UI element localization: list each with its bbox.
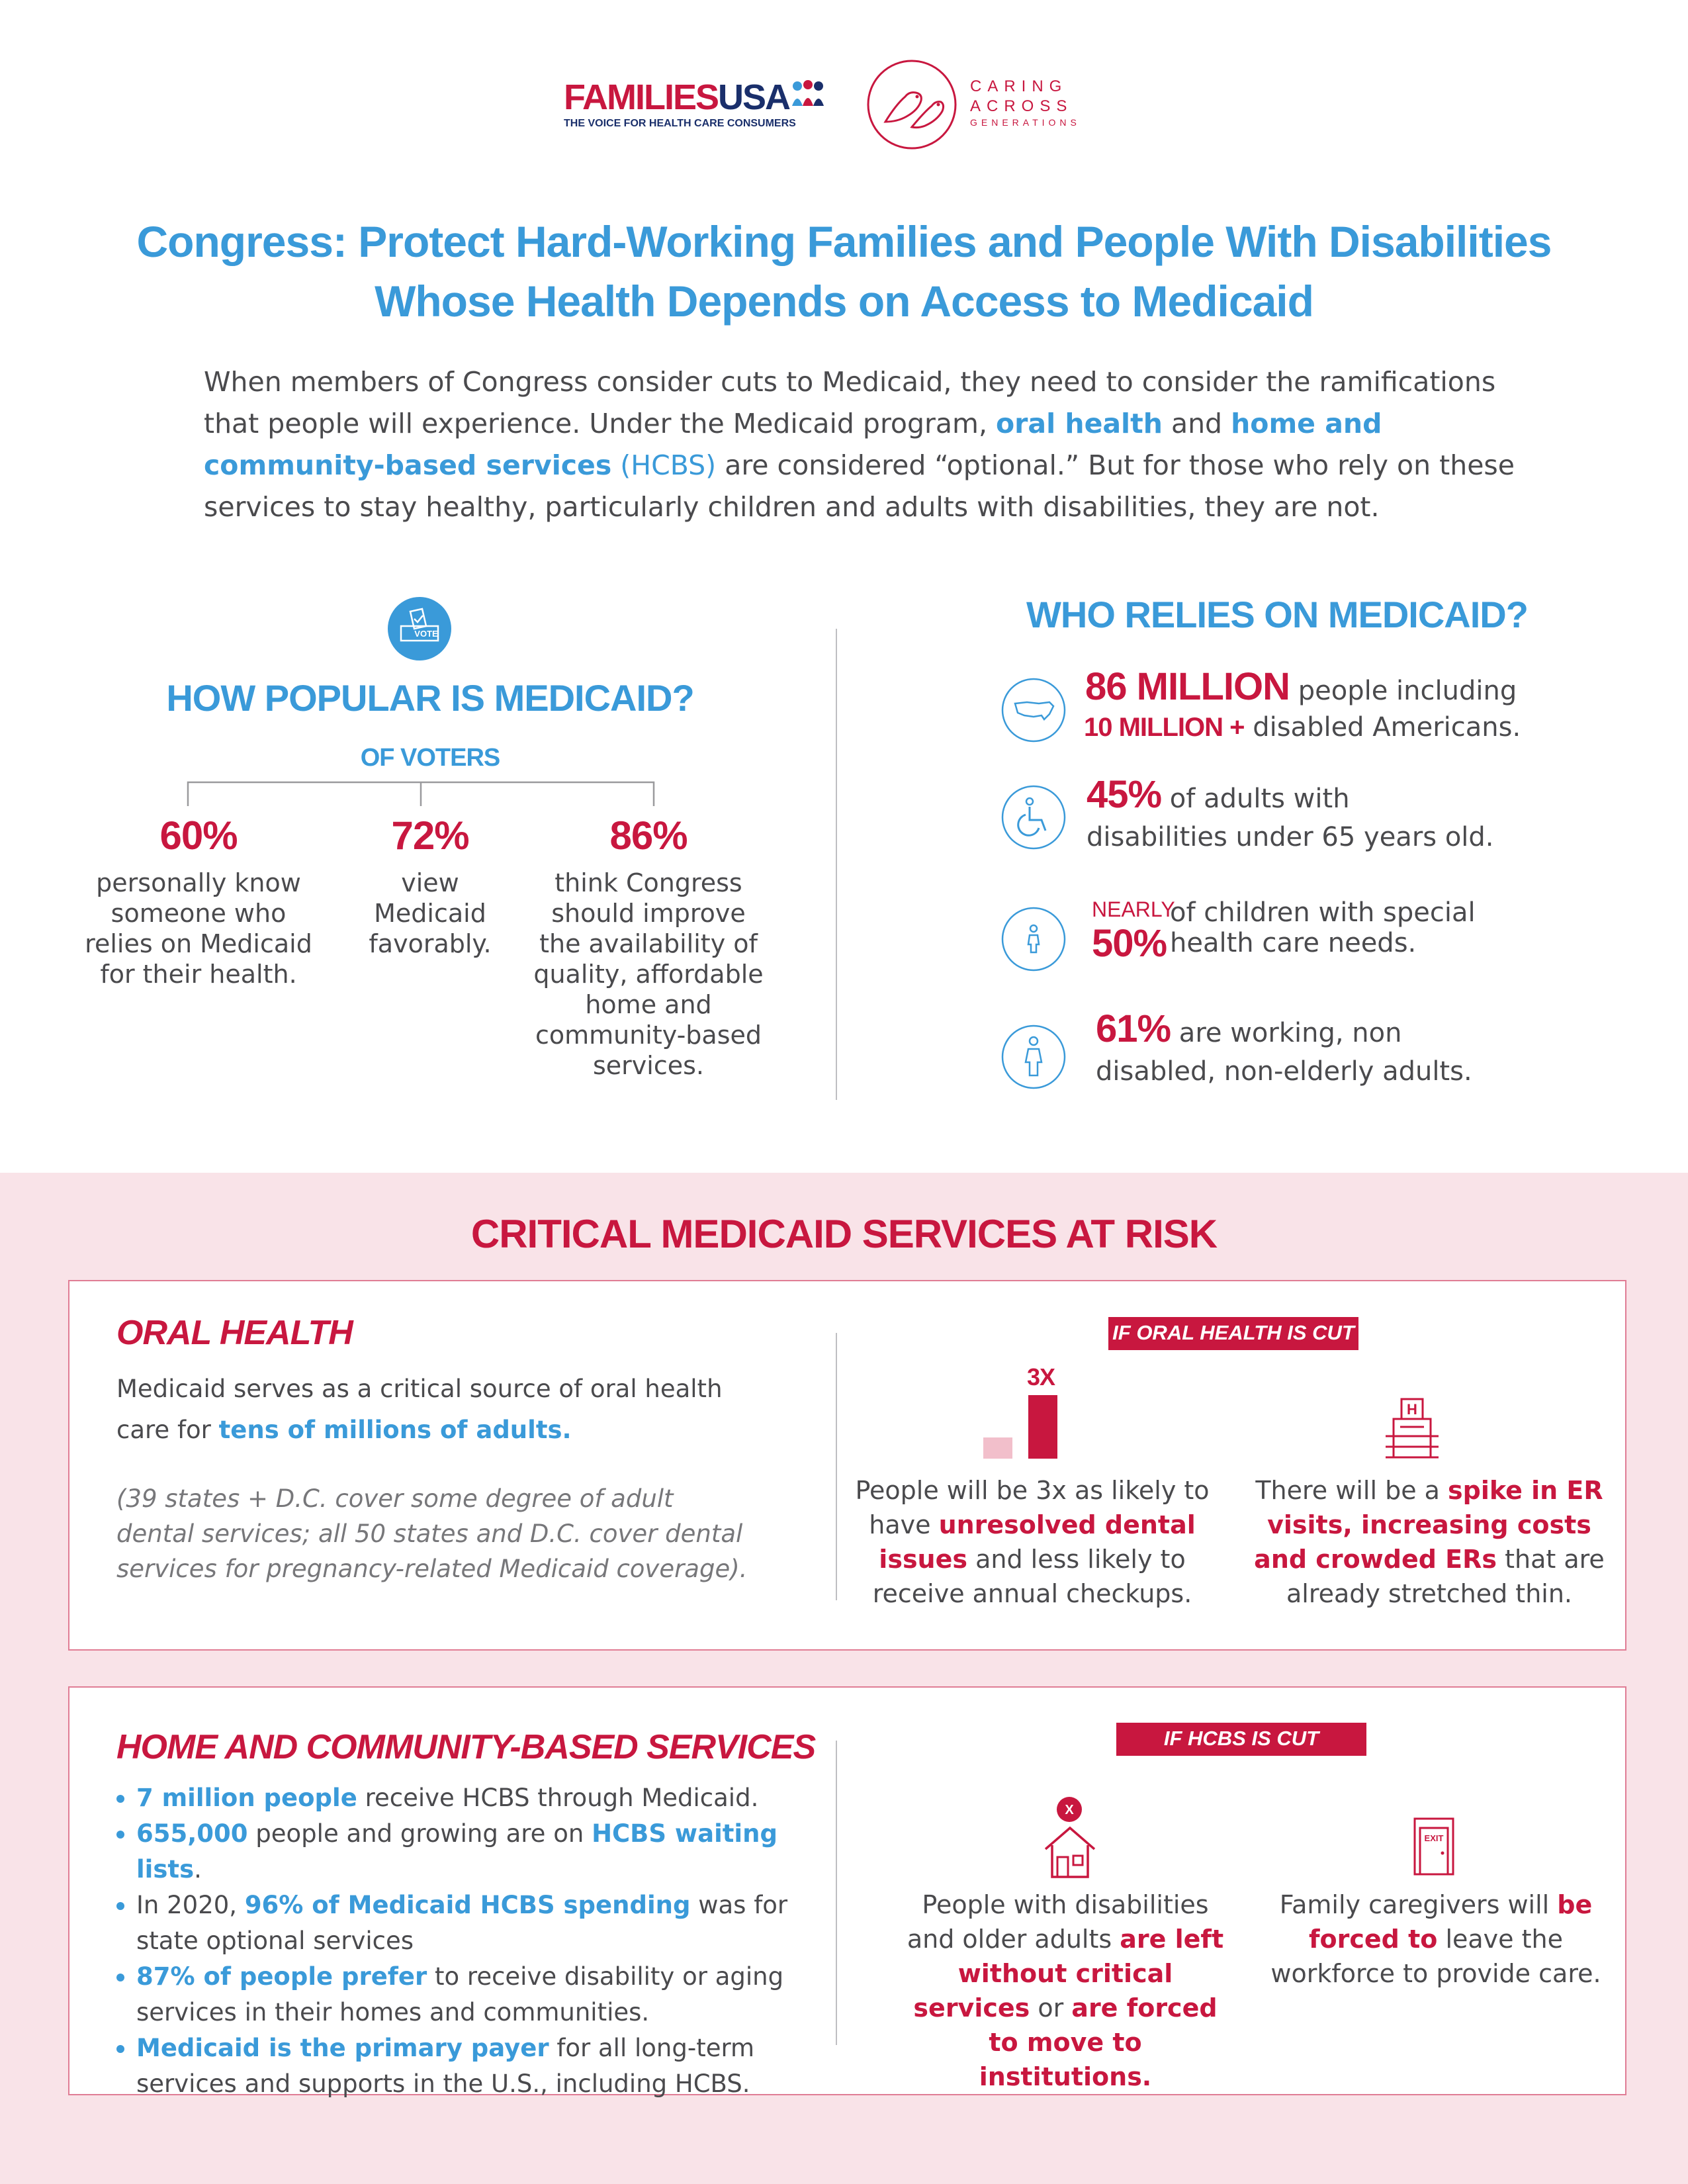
bar-3x: [1028, 1395, 1057, 1459]
section-divider: [836, 629, 837, 1100]
popular-stat-2: 72% view Medicaid favorably.: [337, 813, 523, 959]
if-oral-health-cut-tag: IF ORAL HEALTH IS CUT: [1108, 1317, 1358, 1350]
risk-heading: CRITICAL MEDICAID SERVICES AT RISK: [470, 1212, 1218, 1256]
page-title: Congress: Protect Hard-Working Families …: [136, 217, 1552, 326]
list-item: In 2020, 96% of Medicaid HCBS spending w…: [116, 1888, 824, 1959]
caring-across-wordmark: CARING ACROSS GENERATIONS: [970, 77, 1081, 128]
svg-text:VOTE: VOTE: [414, 629, 438, 639]
intro-paragraph: When members of Congress consider cuts t…: [204, 366, 1515, 523]
wheelchair-icon: [1001, 785, 1066, 850]
adult-icon: [1001, 1024, 1066, 1089]
exit-door-icon: EXIT: [1413, 1817, 1454, 1876]
stat-value: 72%: [391, 813, 469, 858]
svg-text:H: H: [1407, 1401, 1417, 1418]
hcbs-effect-caregivers: Family caregivers will be forced to leav…: [1270, 1890, 1601, 1988]
people-icon: [792, 80, 824, 106]
bar-3x-label: 3X: [1027, 1363, 1055, 1390]
hcbs-title: HOME AND COMMUNITY-BASED SERVICES: [116, 1728, 816, 1766]
who-row-3-value: 50%: [1092, 922, 1167, 965]
voters-bracket: [187, 781, 655, 806]
hcbs-card: [68, 1686, 1626, 2095]
who-row-1-line-2: 10 MILLION + disabled Americans.: [1084, 712, 1521, 743]
popular-stat-1: 60% personally know someone who relies o…: [79, 813, 318, 989]
list-item: 87% of people prefer to receive disabili…: [116, 1959, 824, 2030]
of-voters-label: OF VOTERS: [360, 744, 501, 772]
stat-value: 60%: [159, 813, 238, 858]
hcbs-bullet-list: 7 million people receive HCBS through Me…: [116, 1780, 824, 2102]
who-row-1-line-1: 86 MILLION people including: [1085, 665, 1517, 708]
oral-health-title: ORAL HEALTH: [116, 1314, 353, 1352]
oral-health-note: (39 states + D.C. cover some degree of a…: [116, 1484, 748, 1583]
child-icon: [1001, 907, 1066, 972]
stat-value: 86%: [609, 813, 688, 858]
oral-health-text: Medicaid serves as a critical source of …: [116, 1375, 723, 1444]
card-divider: [836, 1333, 837, 1600]
stat-description: view Medicaid favorably.: [369, 868, 492, 958]
who-row-4: 61% are working, non disabled, non-elder…: [1096, 1007, 1472, 1087]
who-row-3-text: of children with special health care nee…: [1170, 897, 1476, 958]
popular-stat-3: 86% think Congress should improve the av…: [529, 813, 768, 1081]
list-item: Medicaid is the primary payer for all lo…: [116, 2030, 824, 2102]
oral-effect-dental: People will be 3x as likely to have unre…: [855, 1476, 1210, 1608]
families-usa-wordmark: FAMILIESUSA: [564, 79, 842, 115]
stat-description: think Congress should improve the availa…: [533, 868, 764, 1080]
families-usa-logo: FAMILIESUSA THE VOICE FOR HEALTH CARE CO…: [564, 79, 842, 132]
card-divider: [836, 1741, 837, 2045]
dental-3x-bar-chart: [983, 1395, 1057, 1459]
house-icon: [1044, 1826, 1096, 1878]
how-popular-heading: HOW POPULAR IS MEDICAID?: [166, 677, 694, 719]
stat-description: personally know someone who relies on Me…: [85, 868, 312, 989]
oral-health-card: [68, 1280, 1626, 1651]
vote-ballot-icon: VOTE: [388, 597, 451, 660]
svg-text:EXIT: EXIT: [1425, 1833, 1444, 1843]
caring-across-generations-logo: [867, 60, 957, 150]
list-item: 655,000 people and growing are on HCBS w…: [116, 1816, 824, 1888]
oral-effect-er: There will be a spike in ER visits, incr…: [1254, 1476, 1605, 1608]
list-item: 7 million people receive HCBS through Me…: [116, 1780, 824, 1816]
usa-map-icon: [1001, 678, 1066, 743]
if-hcbs-cut-tag: IF HCBS IS CUT: [1116, 1723, 1366, 1756]
x-mark-icon: X: [1057, 1797, 1082, 1822]
hcbs-effect-institutions: People with disabilities and older adult…: [907, 1890, 1224, 2091]
nearly-label: NEARLY: [1092, 897, 1175, 921]
families-usa-tagline: THE VOICE FOR HEALTH CARE CONSUMERS: [564, 118, 796, 129]
bar-baseline: [983, 1437, 1012, 1459]
who-row-2: 45% of adults with disabilities under 65…: [1087, 773, 1494, 853]
hospital-icon: H: [1386, 1398, 1439, 1459]
svg-text:X: X: [1065, 1803, 1074, 1817]
who-relies-heading: WHO RELIES ON MEDICAID?: [1026, 594, 1529, 635]
